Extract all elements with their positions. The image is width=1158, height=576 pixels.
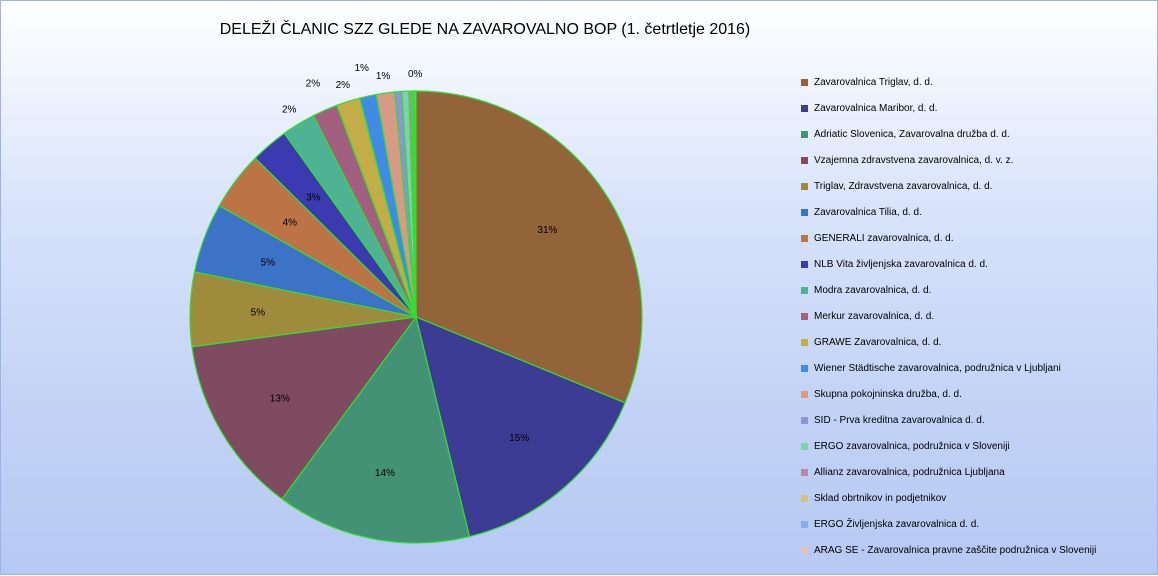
legend-label: Zavarovalnica Triglav, d. d. — [814, 76, 933, 88]
legend-swatch — [801, 286, 808, 294]
legend-label: Triglav, Zdravstvena zavarovalnica, d. d… — [814, 180, 993, 192]
legend-label: ARAG SE - Zavarovalnica pravne zaščite p… — [814, 544, 1097, 556]
legend-item: ERGO Življenjska zavarovalnica d. d. — [801, 511, 1151, 537]
legend-label: NLB Vita življenjska zavarovalnica d. d. — [814, 258, 988, 270]
slice-label: 2% — [282, 105, 297, 116]
legend-item: Wiener Städtische zavarovalnica, podružn… — [801, 355, 1151, 381]
chart-title: DELEŽI ČLANIC SZZ GLEDE NA ZAVAROVALNO B… — [219, 21, 751, 38]
slice-label: 1% — [354, 63, 369, 74]
legend-label: Adriatic Slovenica, Zavarovalna družba d… — [814, 128, 1010, 140]
legend-item: NLB Vita življenjska zavarovalnica d. d. — [801, 251, 1151, 277]
legend-label: Wiener Städtische zavarovalnica, podružn… — [814, 362, 1061, 374]
legend-label: Zavarovalnica Maribor, d. d. — [814, 102, 938, 114]
slice-label: 2% — [306, 79, 321, 90]
pie-slice — [415, 90, 643, 404]
legend-swatch — [801, 182, 808, 190]
slice-label: 13% — [270, 394, 290, 405]
legend-swatch — [801, 234, 808, 242]
slice-label: 15% — [509, 433, 529, 444]
legend-item: Sklad obrtnikov in podjetnikov — [801, 485, 1151, 511]
legend-label: GENERALI zavarovalnica, d. d. — [814, 232, 954, 244]
legend-item: Skupna pokojninska družba, d. d. — [801, 381, 1151, 407]
legend-swatch — [801, 104, 808, 112]
legend-swatch — [801, 338, 808, 346]
legend-item: Zavarovalnica Tilia, d. d. — [801, 199, 1151, 225]
legend-item: Modra zavarovalnica, d. d. — [801, 277, 1151, 303]
slice-label: 3% — [306, 193, 321, 204]
legend-item: ARAG SE - Zavarovalnica pravne zaščite p… — [801, 537, 1151, 563]
legend-item: Zavarovalnica Triglav, d. d. — [801, 69, 1151, 95]
legend-label: ERGO zavarovalnica, podružnica v Sloveni… — [814, 440, 1010, 452]
slice-label: 0% — [408, 69, 423, 80]
legend-item: GRAWE Zavarovalnica, d. d. — [801, 329, 1151, 355]
legend-swatch — [801, 390, 808, 398]
legend-swatch — [801, 78, 808, 86]
legend-swatch — [801, 260, 808, 268]
legend-label: ERGO Življenjska zavarovalnica d. d. — [814, 518, 980, 530]
legend-item: SID - Prva kreditna zavarovalnica d. d. — [801, 407, 1151, 433]
legend-label: Merkur zavarovalnica, d. d. — [814, 310, 935, 322]
slice-label: 1% — [376, 71, 391, 82]
legend-item: Merkur zavarovalnica, d. d. — [801, 303, 1151, 329]
legend-label: SID - Prva kreditna zavarovalnica d. d. — [814, 414, 985, 426]
legend-swatch — [801, 520, 808, 528]
slice-label: 5% — [261, 258, 276, 269]
legend-item: Triglav, Zdravstvena zavarovalnica, d. d… — [801, 173, 1151, 199]
legend-swatch — [801, 546, 808, 554]
legend-swatch — [801, 312, 808, 320]
legend-item: ERGO zavarovalnica, podružnica v Sloveni… — [801, 433, 1151, 459]
slice-label: 2% — [336, 80, 351, 91]
pie-slice — [281, 315, 471, 544]
legend-item: GENERALI zavarovalnica, d. d. — [801, 225, 1151, 251]
legend-label: Sklad obrtnikov in podjetnikov — [814, 492, 947, 504]
slice-label: 14% — [375, 468, 395, 479]
legend-swatch — [801, 130, 808, 138]
pie-slice — [413, 90, 417, 318]
pie-slice — [415, 315, 626, 538]
legend-item: Vzajemna zdravstvena zavarovalnica, d. v… — [801, 147, 1151, 173]
legend-swatch — [801, 416, 808, 424]
legend-item: Adriatic Slovenica, Zavarovalna družba d… — [801, 121, 1151, 147]
legend-label: Vzajemna zdravstvena zavarovalnica, d. v… — [814, 154, 1014, 166]
legend: Zavarovalnica Triglav, d. d. Zavarovalnic… — [801, 69, 1151, 563]
legend-label: Skupna pokojninska družba, d. d. — [814, 388, 962, 400]
legend-label: Allianz zavarovalnica, podružnica Ljublj… — [814, 466, 1005, 478]
legend-item: Zavarovalnica Maribor, d. d. — [801, 95, 1151, 121]
legend-swatch — [801, 494, 808, 502]
pie-slice — [191, 316, 418, 500]
legend-label: GRAWE Zavarovalnica, d. d. — [814, 336, 942, 348]
slice-label: 31% — [537, 225, 557, 236]
legend-item: Allianz zavarovalnica, podružnica Ljublj… — [801, 459, 1151, 485]
legend-swatch — [801, 156, 808, 164]
legend-swatch — [801, 468, 808, 476]
legend-swatch — [801, 208, 808, 216]
slice-label: 4% — [283, 218, 298, 229]
legend-swatch — [801, 364, 808, 372]
legend-label: Zavarovalnica Tilia, d. d. — [814, 206, 922, 218]
legend-label: Modra zavarovalnica, d. d. — [814, 284, 932, 296]
legend-swatch — [801, 442, 808, 450]
slice-label: 5% — [251, 308, 266, 319]
